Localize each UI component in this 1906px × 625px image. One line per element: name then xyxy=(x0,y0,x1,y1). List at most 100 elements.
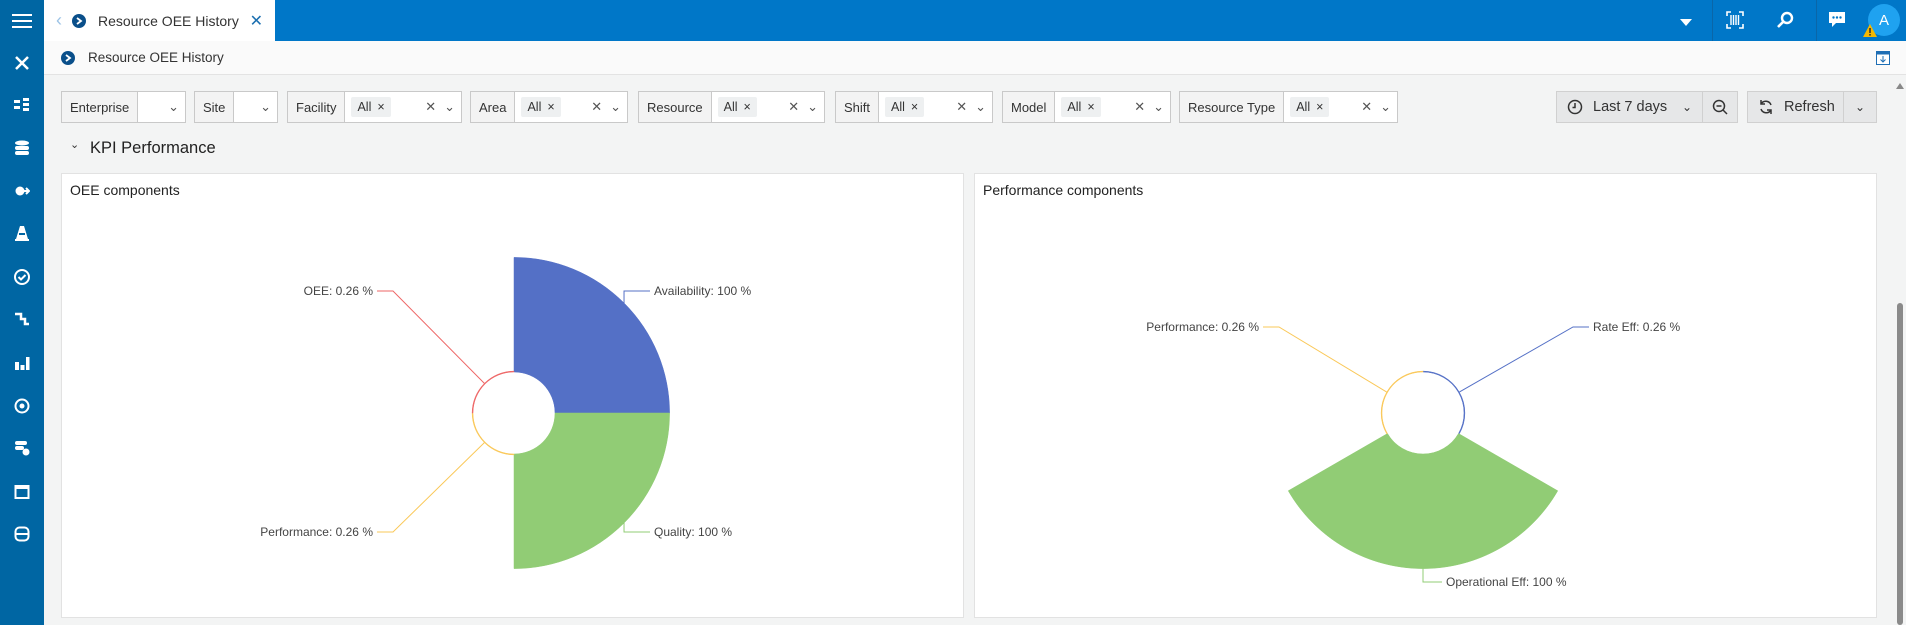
sidebar-hierarchy[interactable] xyxy=(0,90,44,120)
divider xyxy=(1816,0,1817,41)
hamburger-menu-button[interactable] xyxy=(0,0,44,41)
chevron-down-icon[interactable]: ⌄ xyxy=(168,99,179,114)
clock-icon xyxy=(1567,99,1583,115)
menu-icon xyxy=(12,13,32,28)
clear-icon[interactable]: ✕ xyxy=(788,99,800,114)
remove-chip-icon[interactable]: × xyxy=(743,100,751,114)
storage-icon xyxy=(14,526,30,542)
barcode-scan-icon[interactable] xyxy=(1726,11,1744,34)
clear-icon[interactable]: ✕ xyxy=(1361,99,1373,114)
chevron-down-icon[interactable]: ⌄ xyxy=(1153,99,1164,114)
chevron-down-icon: ⌄ xyxy=(1854,100,1866,114)
leader-line xyxy=(1459,326,1589,393)
window-icon xyxy=(14,485,30,499)
breadcrumb: Resource OEE History xyxy=(44,41,1906,75)
sidebar-quality[interactable] xyxy=(0,262,44,292)
refresh-options-button[interactable]: ⌄ xyxy=(1843,91,1877,123)
close-tab-icon[interactable]: ✕ xyxy=(249,12,263,30)
sidebar-tools[interactable] xyxy=(0,48,44,78)
top-bar xyxy=(0,0,1906,41)
clear-icon[interactable]: ✕ xyxy=(591,99,603,114)
leader-line xyxy=(377,290,485,384)
sidebar-safety[interactable] xyxy=(0,218,44,248)
scrollbar[interactable] xyxy=(1893,75,1906,625)
filter-resource-type[interactable]: Resource Type All × ✕ ⌄ xyxy=(1179,91,1398,123)
chart-title: Performance components xyxy=(983,182,1144,198)
clear-icon[interactable]: ✕ xyxy=(956,99,968,114)
section-title: KPI Performance xyxy=(90,139,216,157)
leader-line xyxy=(1263,326,1387,393)
chevron-down-icon: ⌄ xyxy=(1681,100,1692,114)
oee-rose-chart: Availability: 100 % Quality: 100 % Perform… xyxy=(260,257,751,569)
filter-resource[interactable]: Resource All × ✕ ⌄ xyxy=(638,91,825,123)
filter-facility[interactable]: Facility All × ✕ ⌄ xyxy=(287,91,462,123)
remove-chip-icon[interactable]: × xyxy=(1087,100,1095,114)
sidebar-target[interactable] xyxy=(0,391,44,421)
filter-model[interactable]: Model All × ✕ ⌄ xyxy=(1002,91,1171,123)
remove-chip-icon[interactable]: × xyxy=(377,100,385,114)
hierarchy-icon xyxy=(14,98,29,111)
chat-icon[interactable] xyxy=(1828,11,1846,34)
performance-rose-chart: Rate Eff: 0.26 % Operational Eff: 100 % Pe… xyxy=(1146,320,1680,589)
divider xyxy=(1712,0,1713,41)
sidebar-storage[interactable] xyxy=(0,519,44,549)
app-logo-icon xyxy=(61,50,75,65)
clear-icon[interactable]: ✕ xyxy=(425,99,437,114)
rose-slice-quality[interactable] xyxy=(513,412,670,569)
dropdown-caret-icon[interactable] xyxy=(1680,14,1692,32)
zoom-out-icon xyxy=(1712,99,1728,115)
rose-slice-availability[interactable] xyxy=(513,257,670,414)
back-chevron-icon[interactable]: ‹ xyxy=(56,10,62,30)
chevron-down-icon[interactable]: ⌄ xyxy=(807,99,818,114)
tools-icon xyxy=(15,56,29,70)
scrollbar-thumb[interactable] xyxy=(1897,303,1903,625)
sidebar-steps[interactable] xyxy=(0,304,44,334)
remove-chip-icon[interactable]: × xyxy=(1316,100,1324,114)
tab-resource-oee-history[interactable]: ‹ Resource OEE History ✕ xyxy=(44,0,275,41)
filter-enterprise[interactable]: Enterprise ⌄ xyxy=(61,91,186,123)
slice-label: Availability: 100 % xyxy=(654,284,751,298)
cone-icon xyxy=(15,226,29,241)
rose-slice-performance[interactable] xyxy=(1380,370,1424,435)
filter-site[interactable]: Site ⌄ xyxy=(194,91,278,123)
collapse-chevron-icon[interactable]: ⌄ xyxy=(70,139,80,151)
chevron-down-icon[interactable]: ⌄ xyxy=(1380,99,1391,114)
filter-chip: All × xyxy=(1290,97,1330,117)
sidebar-reports[interactable] xyxy=(0,348,44,378)
leader-line xyxy=(623,523,650,533)
chevron-down-icon[interactable]: ⌄ xyxy=(444,99,455,114)
remove-chip-icon[interactable]: × xyxy=(547,100,555,114)
sidebar-data-view[interactable] xyxy=(0,433,44,463)
zoom-out-button[interactable] xyxy=(1702,91,1738,123)
warning-icon xyxy=(1863,24,1877,42)
performance-components-panel: Performance components Rate Eff: 0.26 % O… xyxy=(974,173,1877,618)
sidebar-database[interactable] xyxy=(0,133,44,163)
filter-chip: All × xyxy=(521,97,561,117)
sidebar-window[interactable] xyxy=(0,477,44,507)
filter-shift[interactable]: Shift All × ✕ ⌄ xyxy=(835,91,993,123)
filter-chip: All × xyxy=(717,97,757,117)
chevron-down-icon[interactable]: ⌄ xyxy=(610,99,621,114)
filter-chip: All × xyxy=(351,97,391,117)
app-logo-icon xyxy=(72,13,86,28)
rose-slice-rate-eff[interactable] xyxy=(1422,370,1466,435)
filter-area[interactable]: Area All × ✕ ⌄ xyxy=(470,91,628,123)
leader-line xyxy=(623,290,650,303)
chevron-down-icon[interactable]: ⌄ xyxy=(975,99,986,114)
chevron-down-icon[interactable]: ⌄ xyxy=(260,99,271,114)
scroll-up-icon[interactable] xyxy=(1896,83,1904,89)
gear-arrow-icon xyxy=(15,186,30,196)
remove-chip-icon[interactable]: × xyxy=(910,100,919,114)
leader-line xyxy=(1422,568,1442,583)
clear-icon[interactable]: ✕ xyxy=(1134,99,1146,114)
tab-title: Resource OEE History xyxy=(98,12,239,29)
time-range-select[interactable]: Last 7 days ⌄ xyxy=(1556,91,1703,123)
download-icon[interactable] xyxy=(1876,50,1890,65)
search-icon[interactable] xyxy=(1776,11,1794,34)
refresh-button[interactable]: Refresh xyxy=(1747,91,1844,123)
rose-slice-operational-eff[interactable] xyxy=(1287,433,1559,569)
refresh-icon xyxy=(1760,100,1772,114)
rose-slice-oee[interactable] xyxy=(471,370,515,414)
sidebar-integration[interactable] xyxy=(0,176,44,206)
chart-title: OEE components xyxy=(70,182,180,198)
